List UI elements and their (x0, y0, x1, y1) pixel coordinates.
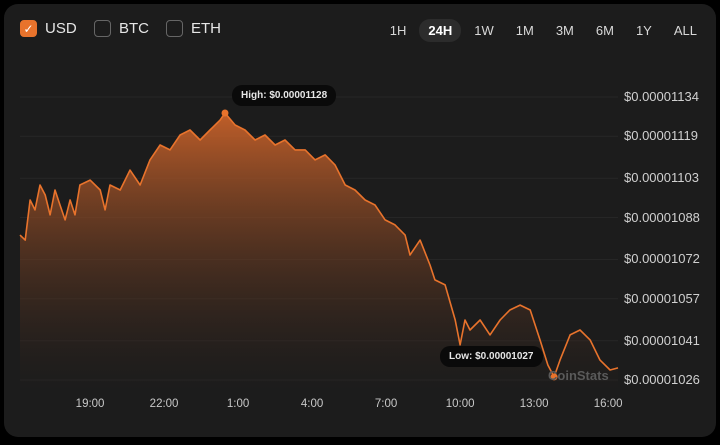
checkbox-checked-icon: ✓ (20, 20, 37, 37)
high-point-marker (221, 109, 229, 117)
range-1m[interactable]: 1M (515, 23, 534, 38)
low-price-tooltip: Low: $0.00001027 (440, 346, 543, 367)
x-tick-label: 10:00 (445, 398, 475, 410)
x-tick-label: 16:00 (593, 398, 623, 410)
currency-label: USD (45, 20, 77, 37)
price-line (19, 112, 619, 378)
x-tick-label: 13:00 (519, 398, 549, 410)
x-tick-label: 7:00 (374, 398, 398, 410)
y-tick-label: $0.00001088 (624, 209, 700, 225)
y-tick-label: $0.00001103 (624, 170, 699, 186)
range-6m[interactable]: 6M (595, 23, 614, 38)
watermark: CoinStats (548, 368, 609, 383)
low-point-marker (550, 373, 558, 381)
time-range-tabs: 1H 24H 1W 1M 3M 6M 1Y ALL (381, 19, 706, 42)
x-tick-label: 22:00 (149, 398, 179, 410)
checkbox-icon (166, 20, 183, 37)
checkbox-icon (94, 20, 111, 37)
range-all[interactable]: ALL (673, 23, 697, 38)
x-tick-label: 4:00 (300, 398, 324, 410)
currency-label: BTC (119, 20, 149, 37)
y-tick-label: $0.00001041 (624, 332, 700, 348)
high-price-tooltip: High: $0.00001128 (232, 85, 337, 106)
currency-toggle-usd[interactable]: ✓ USD (20, 20, 77, 37)
range-1y[interactable]: 1Y (635, 23, 652, 38)
y-tick-label: $0.00001119 (624, 128, 698, 144)
x-tick-label: 19:00 (75, 398, 105, 410)
range-24h[interactable]: 24H (419, 19, 462, 42)
currency-toggle-btc[interactable]: BTC (94, 20, 149, 37)
currency-toggle-eth[interactable]: ETH (166, 20, 221, 37)
range-1w[interactable]: 1W (474, 23, 494, 38)
y-tick-label: $0.00001026 (624, 372, 700, 387)
range-3m[interactable]: 3M (555, 23, 574, 38)
currency-label: ETH (191, 20, 221, 37)
y-tick-label: $0.00001057 (624, 290, 700, 306)
x-tick-label: 1:00 (226, 398, 250, 410)
y-tick-label: $0.00001134 (624, 89, 699, 104)
range-1h[interactable]: 1H (389, 23, 407, 38)
price-area (20, 113, 618, 392)
y-tick-label: $0.00001072 (624, 251, 700, 267)
